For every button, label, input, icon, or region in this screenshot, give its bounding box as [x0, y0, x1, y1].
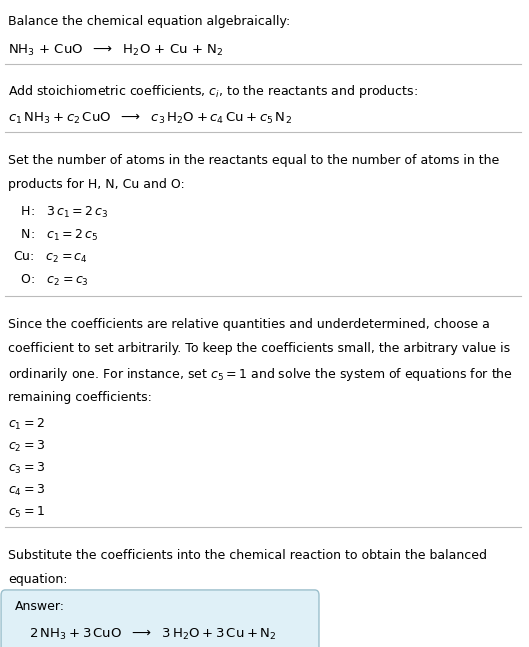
Text: Since the coefficients are relative quantities and underdetermined, choose a: Since the coefficients are relative quan… [8, 318, 490, 331]
Text: $c_2 = 3$: $c_2 = 3$ [8, 439, 45, 454]
FancyBboxPatch shape [1, 590, 319, 647]
Text: Add stoichiometric coefficients, $c_i$, to the reactants and products:: Add stoichiometric coefficients, $c_i$, … [8, 83, 418, 100]
Text: Answer:: Answer: [15, 600, 65, 613]
Text: $c_1 = 2$: $c_1 = 2$ [8, 417, 44, 432]
Text: Balance the chemical equation algebraically:: Balance the chemical equation algebraica… [8, 15, 290, 28]
Text: equation:: equation: [8, 573, 67, 586]
Text: $\mathrm{NH_3}$ $+$ $\mathrm{CuO}$  $\longrightarrow$  $\mathrm{H_2O}$ $+$ $\mat: $\mathrm{NH_3}$ $+$ $\mathrm{CuO}$ $\lon… [8, 43, 223, 58]
Text: ordinarily one. For instance, set $c_5 = 1$ and solve the system of equations fo: ordinarily one. For instance, set $c_5 =… [8, 366, 513, 384]
Text: Substitute the coefficients into the chemical reaction to obtain the balanced: Substitute the coefficients into the che… [8, 549, 487, 562]
Text: $2\,\mathrm{NH_3} + 3\,\mathrm{CuO}$  $\longrightarrow$  $3\,\mathrm{H_2O} + 3\,: $2\,\mathrm{NH_3} + 3\,\mathrm{CuO}$ $\l… [29, 626, 277, 642]
Text: coefficient to set arbitrarily. To keep the coefficients small, the arbitrary va: coefficient to set arbitrarily. To keep … [8, 342, 510, 355]
Text: Cu:   $c_2 = c_4$: Cu: $c_2 = c_4$ [13, 250, 88, 265]
Text: O:   $c_2 = c_3$: O: $c_2 = c_3$ [13, 273, 89, 289]
Text: remaining coefficients:: remaining coefficients: [8, 391, 152, 404]
Text: $c_4 = 3$: $c_4 = 3$ [8, 483, 45, 498]
Text: $c_5 = 1$: $c_5 = 1$ [8, 505, 45, 520]
Text: $c_1\,\mathrm{NH_3} + c_2\,\mathrm{CuO}$  $\longrightarrow$  $c_3\,\mathrm{H_2O}: $c_1\,\mathrm{NH_3} + c_2\,\mathrm{CuO}$… [8, 111, 292, 126]
Text: N:   $c_1 = 2\,c_5$: N: $c_1 = 2\,c_5$ [13, 228, 98, 243]
Text: products for H, N, Cu and O:: products for H, N, Cu and O: [8, 179, 185, 192]
Text: H:   $3\,c_1 = 2\,c_3$: H: $3\,c_1 = 2\,c_3$ [13, 204, 108, 220]
Text: $c_3 = 3$: $c_3 = 3$ [8, 461, 45, 476]
Text: Set the number of atoms in the reactants equal to the number of atoms in the: Set the number of atoms in the reactants… [8, 154, 499, 167]
